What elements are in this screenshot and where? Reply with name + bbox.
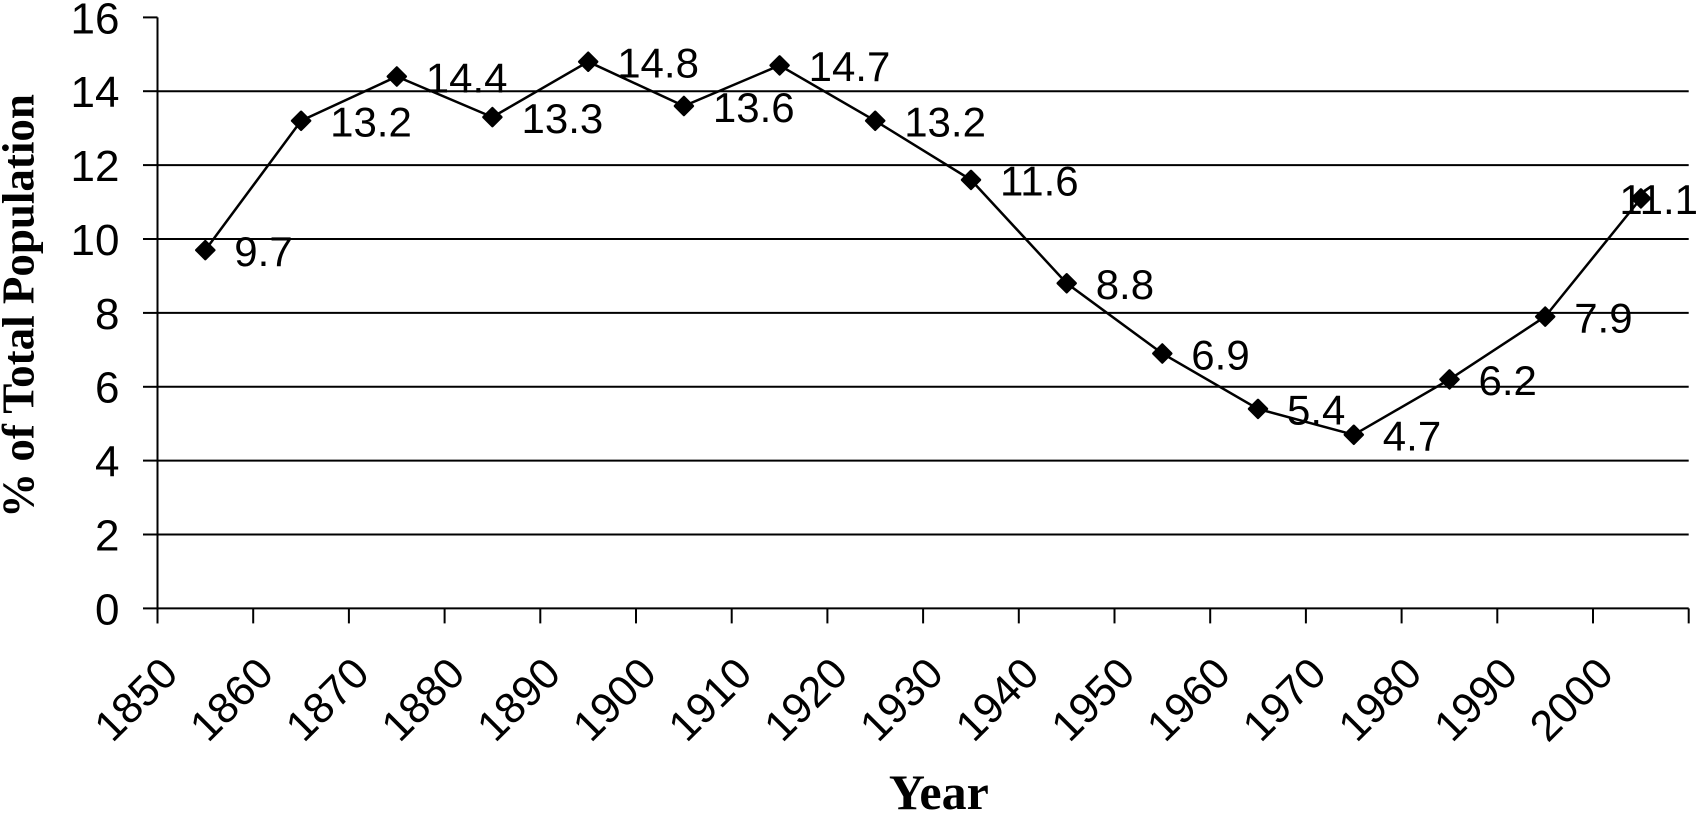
svg-text:0: 0: [95, 585, 119, 634]
svg-text:4: 4: [95, 438, 119, 487]
svg-text:7.9: 7.9: [1574, 294, 1632, 341]
svg-text:13.2: 13.2: [904, 99, 986, 146]
svg-text:14.4: 14.4: [426, 54, 508, 101]
svg-text:12: 12: [71, 142, 120, 191]
svg-text:Year: Year: [889, 764, 989, 811]
svg-text:14.7: 14.7: [809, 43, 891, 90]
svg-text:2: 2: [95, 511, 119, 560]
svg-text:% of Total Population: % of Total Population: [0, 94, 44, 518]
svg-text:14.8: 14.8: [617, 40, 699, 87]
svg-text:11.6: 11.6: [1000, 158, 1079, 205]
svg-text:6.2: 6.2: [1479, 357, 1537, 404]
svg-text:13.3: 13.3: [522, 95, 604, 142]
svg-text:5.4: 5.4: [1287, 387, 1345, 434]
svg-text:13.2: 13.2: [330, 99, 412, 146]
svg-text:8.8: 8.8: [1096, 261, 1154, 308]
svg-text:10: 10: [71, 216, 120, 265]
svg-text:8: 8: [95, 290, 119, 339]
svg-text:6.9: 6.9: [1191, 331, 1249, 378]
svg-text:11.1: 11.1: [1619, 176, 1697, 223]
svg-text:4.7: 4.7: [1383, 413, 1441, 460]
svg-text:16: 16: [71, 0, 120, 43]
svg-text:13.6: 13.6: [713, 84, 795, 131]
svg-text:6: 6: [95, 364, 119, 413]
svg-text:14: 14: [71, 68, 120, 117]
svg-text:9.7: 9.7: [234, 228, 292, 275]
